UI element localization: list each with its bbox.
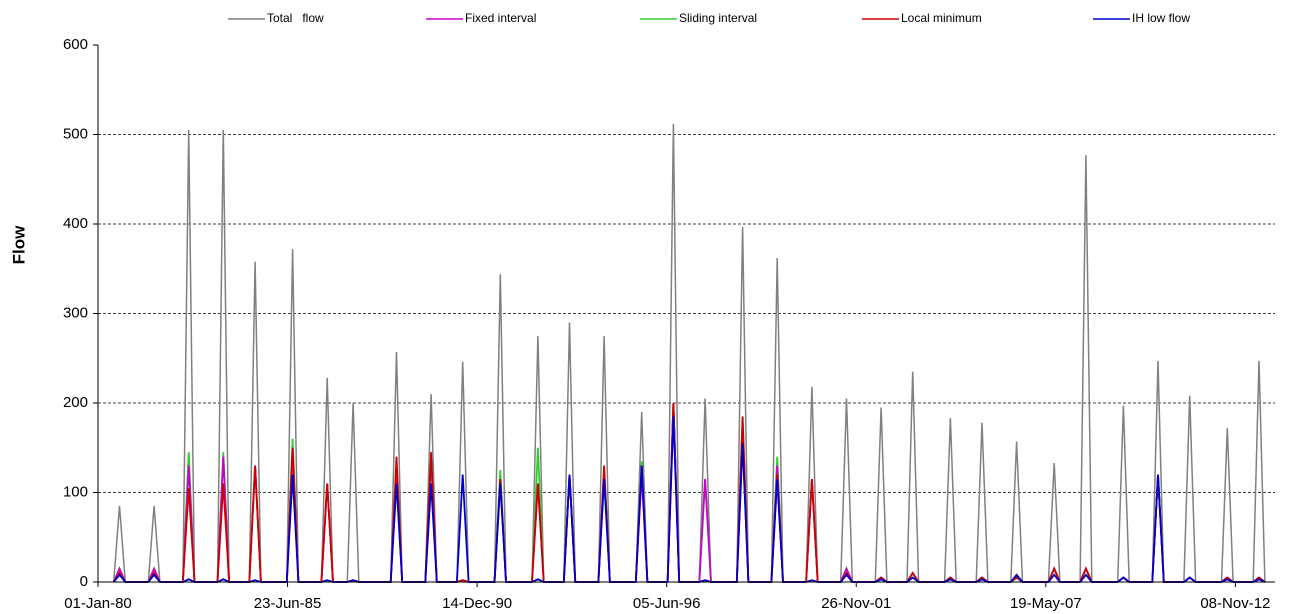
series-line [112,416,1266,583]
y-tick-label: 0 [80,573,88,590]
x-tick-label: 05-Jun-96 [633,595,701,612]
y-tick-label: 200 [63,394,88,411]
legend-text: Sliding interval [679,11,757,25]
y-tick-label: 400 [63,215,88,232]
series-line [112,123,1266,583]
legend-text: Local minimum [901,11,982,25]
legend-text: IH low flow [1132,11,1190,25]
y-axis-title: Flow [9,225,28,264]
y-tick-label: 300 [63,304,88,321]
x-tick-label: 26-Nov-01 [821,595,891,612]
y-tick-label: 600 [63,36,88,53]
x-tick-label: 19-May-07 [1010,595,1082,612]
y-tick-label: 100 [63,483,88,500]
x-tick-label: 01-Jan-80 [64,595,132,612]
legend-text: Total flow [267,11,324,25]
legend-text: Fixed interval [465,11,536,25]
x-tick-label: 23-Jun-85 [254,595,322,612]
x-tick-label: 08-Nov-12 [1200,595,1270,612]
y-tick-label: 500 [63,125,88,142]
x-tick-label: 14-Dec-90 [442,595,512,612]
